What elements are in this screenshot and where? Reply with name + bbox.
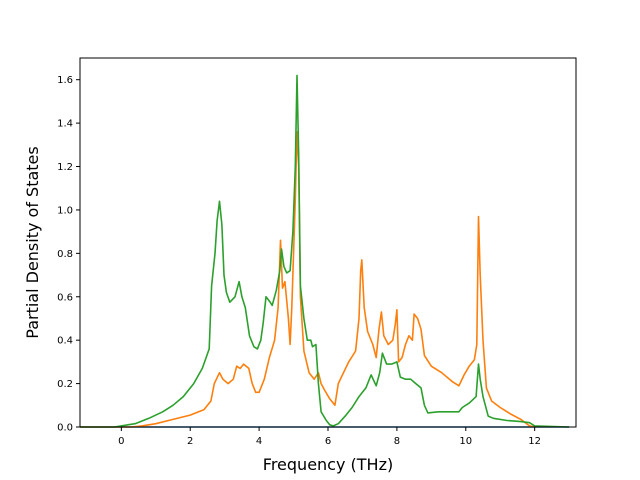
x-axis-label: Frequency (THz) — [263, 455, 393, 474]
y-tick-label: 0.6 — [57, 292, 73, 303]
x-tick-label: 12 — [528, 436, 541, 447]
y-tick-label: 1.2 — [57, 162, 73, 173]
y-tick-label: 1.6 — [57, 75, 73, 86]
y-tick-label: 0.2 — [57, 379, 73, 390]
series-line-2 — [80, 131, 535, 428]
plot-frame — [79, 57, 577, 428]
y-tick-label: 0.8 — [57, 249, 73, 260]
axis-ticks: 0 2 4 6 8 10 12 0.0 0.2 0.4 0.6 0.8 1.0 1.2 1.4 1.6 — [57, 75, 541, 447]
series-line-3 — [80, 74, 570, 428]
x-tick-label: 10 — [459, 436, 472, 447]
y-tick-label: 1.0 — [57, 205, 73, 216]
x-tick-label: 2 — [187, 436, 193, 447]
y-tick-label: 1.4 — [57, 119, 73, 130]
y-axis-label: Partial Density of States — [23, 146, 42, 338]
x-tick-label: 0 — [118, 436, 124, 447]
y-tick-label: 0.0 — [57, 423, 73, 434]
y-tick-label: 0.4 — [57, 336, 73, 347]
x-tick-label: 8 — [394, 436, 400, 447]
x-tick-label: 6 — [325, 436, 331, 447]
x-tick-label: 4 — [256, 436, 262, 447]
